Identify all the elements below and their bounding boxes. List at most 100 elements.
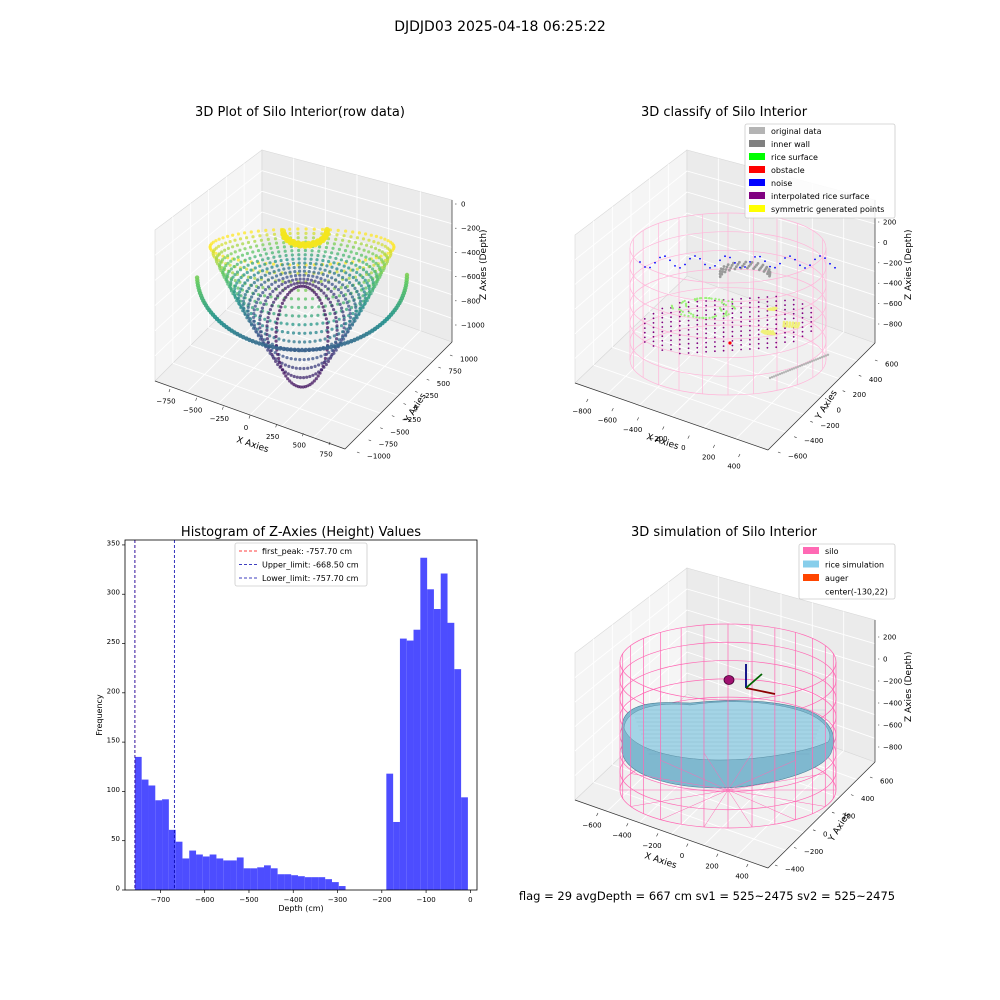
raw-point [233,273,237,277]
noise-point [769,265,771,268]
y-axis-line [344,341,453,450]
raw-point [265,320,269,324]
inner-wall-point [722,265,726,268]
raw-point [253,340,259,345]
noise-point [704,263,706,266]
interpolated-rice-point [696,328,699,331]
raw-point [311,274,315,278]
raw-point [274,330,278,334]
tick-mark [636,417,639,421]
raw-point [268,261,272,265]
raw-point [298,281,302,285]
raw-point [241,306,245,310]
raw-point [321,272,325,276]
interpolated-rice-point [810,311,813,314]
simulation-y-tick: 600 [880,778,893,786]
simulation-x-tick: −200 [642,842,661,850]
interpolated-rice-point [661,316,664,319]
tick-mark [380,427,383,430]
original-point [790,368,794,371]
raw-point [323,250,327,254]
rice-surface-point [670,304,674,307]
raw-point [288,347,294,352]
interpolated-rice-point [714,308,716,311]
raw-point [253,327,257,331]
interpolated-rice-point [775,304,778,307]
raw-point [383,237,387,241]
raw-point [306,357,311,361]
tick-mark [831,811,835,814]
raw-point [337,317,341,321]
raw-point [330,282,334,286]
interpolated-rice-point [643,318,646,320]
histogram-bar [243,868,251,890]
raw-point [330,304,334,308]
raw-point [289,357,293,361]
raw-point [282,267,286,271]
raw-point [334,237,338,241]
raw-point [265,267,269,271]
raw-point [296,227,300,231]
interpolated-rice-point [687,342,690,345]
raw-point [306,274,311,278]
interpolated-rice-point [749,338,751,341]
raw-point [383,244,387,248]
raw-point [328,312,332,316]
interpolated-rice-point [792,336,795,338]
legend-swatch [803,560,819,568]
symmetric-point [796,326,799,329]
simulation-z-tick: 200 [883,634,896,642]
raw-point [295,281,299,285]
raw-point [328,344,334,350]
raw-z-tick: −1000 [461,322,485,330]
raw-point [260,337,264,342]
raw-point [211,240,215,244]
axis-arrow-x [745,687,776,695]
raw-point [283,286,287,290]
classify-y-tick: 400 [869,376,882,384]
raw-point [304,236,308,240]
histogram-bar [291,875,298,890]
interpolated-rice-point [661,335,664,338]
raw-point [355,236,359,240]
noise-point [789,255,791,257]
raw-point [364,297,369,301]
raw-point [313,266,317,270]
raw-point [350,295,354,299]
raw-point [254,289,258,293]
interpolated-rice-point [775,314,778,316]
rice-surface-top [623,701,831,761]
raw-point [344,297,348,301]
interpolated-rice-point [757,305,760,308]
raw-point [374,280,378,284]
raw-point [357,293,361,297]
raw-point [229,259,233,263]
interpolated-rice-point [766,300,769,303]
histogram-y-tick: 350 [107,539,120,547]
tick-mark [626,823,629,827]
raw-point [290,314,294,318]
interpolated-rice-point [775,341,778,344]
rice-surface-point [689,312,693,315]
rice-surface-point [695,316,698,319]
original-point [772,375,776,378]
interpolated-rice-point [757,324,760,327]
raw-point [282,371,286,375]
grid-line [244,291,435,361]
tick-mark [222,406,224,410]
raw-z-tick: −800 [461,297,480,305]
raw-point [344,286,348,290]
interpolated-rice-point [810,321,813,323]
rice-surface-point [704,296,707,300]
raw-point [259,238,263,242]
legend-frame [234,542,368,587]
raw-point [251,250,255,254]
raw-point [351,317,355,321]
histogram-bar [168,829,176,890]
raw-point [247,286,251,290]
raw-point [259,334,263,338]
raw-point [290,305,294,309]
raw-point [266,237,270,241]
raw-point [264,302,268,306]
rice-surface-point [704,316,708,320]
